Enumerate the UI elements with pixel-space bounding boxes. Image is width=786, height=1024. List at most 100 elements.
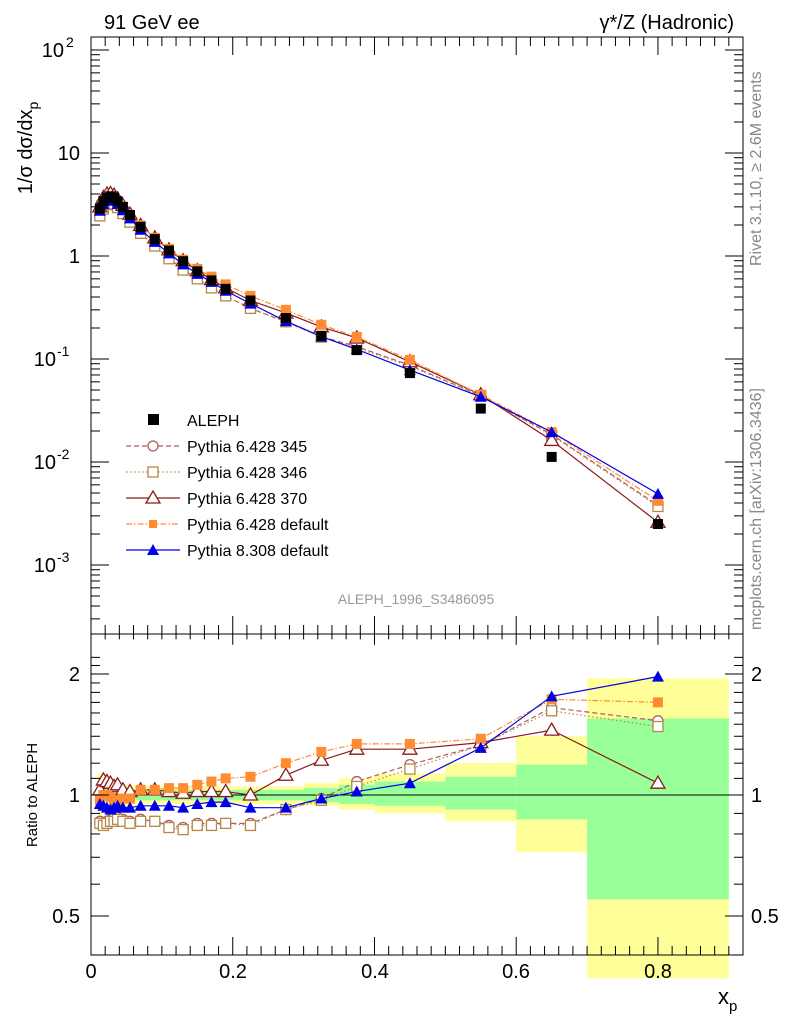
- main-point-data-18: [351, 345, 362, 356]
- ratio-point-py8default-19: [403, 777, 416, 789]
- ratio-point-py346-19: [404, 763, 416, 775]
- main-ylabel-sub: p: [25, 102, 41, 110]
- legend: ALEPH Pythia 6.428 345 Pythia 6.428 346 …: [126, 413, 329, 560]
- main-point-data-11: [178, 256, 189, 267]
- ratio-point-py6default-7: [124, 793, 135, 804]
- ratio-point-py6default-17: [316, 746, 327, 757]
- ytick-100-exp: 2: [66, 34, 74, 50]
- ratio-ytick-right-1: 1: [751, 785, 762, 807]
- ratio-point-py346-13: [205, 819, 218, 832]
- ratio-point-py8default-21: [545, 690, 558, 702]
- ratio-point-py8default-8: [134, 799, 147, 811]
- legend-label-py346: Pythia 6.428 346: [187, 465, 307, 482]
- legend-entry-py346: Pythia 6.428 346: [126, 465, 307, 482]
- main-point-data-19: [404, 368, 415, 379]
- main-point-data-17: [316, 330, 327, 341]
- ratio-point-py8default-10: [162, 799, 175, 811]
- ratio-ytick-0p5: 0.5: [52, 906, 80, 928]
- ratio-point-py346-7: [124, 817, 136, 830]
- ratio-point-py8default-15: [244, 801, 257, 813]
- ratio-point-py6default-13: [206, 776, 217, 787]
- ratio-point-py346-22: [652, 720, 664, 733]
- ratio-point-py6default-19: [404, 738, 415, 749]
- ratio-point-py6default-10: [163, 783, 174, 794]
- x-axis-label-text: x: [718, 984, 729, 1009]
- main-point-py6default-22: [652, 495, 663, 506]
- main-point-py6default-19: [404, 354, 415, 365]
- ratio-point-py6default-9: [149, 784, 160, 795]
- ratio-point-py370-16: [277, 766, 295, 781]
- main-ticks: [90, 37, 743, 634]
- ratio-point-py8default-17: [315, 792, 328, 804]
- header-left: 91 GeV ee: [104, 12, 200, 34]
- ratio-line-py346: [99, 710, 659, 831]
- ratio-point-py346-21: [546, 705, 558, 717]
- main-point-data-21: [546, 451, 557, 462]
- ratio-point-py6default-12: [192, 779, 203, 790]
- ratio-point-py8default-13: [205, 796, 218, 808]
- x-axis-label-sub: p: [729, 998, 737, 1015]
- legend-entry-py8default: Pythia 8.308 default: [126, 543, 329, 560]
- main-point-py370-21: [543, 432, 560, 447]
- xtick-0p2: 0.2: [219, 961, 247, 983]
- main-point-data-5: [112, 196, 123, 207]
- legend-label-py345: Pythia 6.428 345: [187, 439, 307, 456]
- legend-entry-py345: Pythia 6.428 345: [126, 439, 307, 456]
- main-line-py6default: [99, 196, 659, 502]
- main-panel: 10 2 10 1 10 -1 10 -2 10 -3 1/σ dσ/dxp A…: [15, 34, 744, 635]
- legend-marker-py370: [144, 489, 162, 504]
- ytick-0p01-base: 10: [34, 452, 56, 474]
- ratio-point-py370-22: [649, 774, 667, 789]
- xtick-0p6: 0.6: [502, 961, 530, 983]
- ytick-0p001-base: 10: [34, 555, 56, 577]
- main-point-data-6: [117, 201, 128, 212]
- ratio-point-py6default-11: [178, 783, 189, 794]
- ratio-line-py345: [99, 706, 659, 829]
- legend-marker-py8default: [147, 544, 159, 555]
- ratio-curves: [91, 670, 667, 836]
- ytick-0p001-exp: -3: [57, 549, 70, 565]
- legend-label-py8default: Pythia 8.308 default: [187, 543, 329, 560]
- svg-text:1/σ dσ/dxp: 1/σ dσ/dxp: [15, 102, 41, 195]
- ratio-ytick-labels-right: 0.5 1 2: [751, 664, 779, 928]
- ratio-point-py8default-12: [191, 797, 204, 809]
- ratio-ticks: [90, 634, 743, 956]
- xtick-0: 0: [85, 961, 96, 983]
- ratio-bands: [98, 678, 729, 979]
- legend-entry-py6default: Pythia 6.428 default: [126, 517, 329, 534]
- main-point-data-20: [475, 403, 486, 414]
- main-point-data-12: [192, 266, 203, 277]
- main-point-py6default-16: [280, 304, 291, 315]
- ytick-0p1-exp: -1: [57, 343, 70, 359]
- band-inner-20: [445, 776, 517, 810]
- main-point-data-22: [652, 519, 663, 530]
- ratio-point-py346-14: [220, 817, 232, 830]
- ytick-100-base: 10: [42, 40, 64, 62]
- ratio-point-py8default-9: [148, 799, 161, 811]
- main-point-data-8: [135, 221, 146, 232]
- ratio-point-py8default-7: [123, 801, 136, 813]
- legend-marker-py345: [147, 440, 159, 452]
- legend-marker-py346: [147, 466, 159, 478]
- ytick-10: 10: [58, 143, 80, 165]
- ratio-point-py6default-8: [135, 784, 146, 795]
- main-point-data-13: [206, 275, 217, 286]
- ratio-ytick-right-2: 2: [751, 664, 762, 686]
- ratio-point-py370-21: [543, 721, 560, 736]
- legend-entry-aleph: ALEPH: [148, 413, 239, 430]
- main-point-data-10: [163, 245, 174, 256]
- ratio-ylabel: Ratio to ALEPH: [24, 743, 41, 847]
- main-ylabel: 1/σ dσ/dxp: [15, 102, 41, 195]
- main-point-py6default-18: [351, 331, 362, 342]
- ratio-point-py346-8: [134, 815, 147, 827]
- ratio-ytick-right-0p5: 0.5: [751, 906, 779, 928]
- legend-label-py6default: Pythia 6.428 default: [187, 517, 329, 534]
- legend-marker-aleph: [148, 414, 159, 425]
- ratio-point-py346-15: [244, 819, 257, 832]
- ratio-point-py8default-11: [177, 801, 190, 813]
- header-right: γ*/Z (Hadronic): [600, 12, 734, 34]
- main-point-data-14: [220, 283, 231, 294]
- main-curves: [91, 185, 667, 530]
- ratio-point-py370-12: [189, 783, 206, 798]
- ratio-point-py6default-15: [245, 771, 256, 782]
